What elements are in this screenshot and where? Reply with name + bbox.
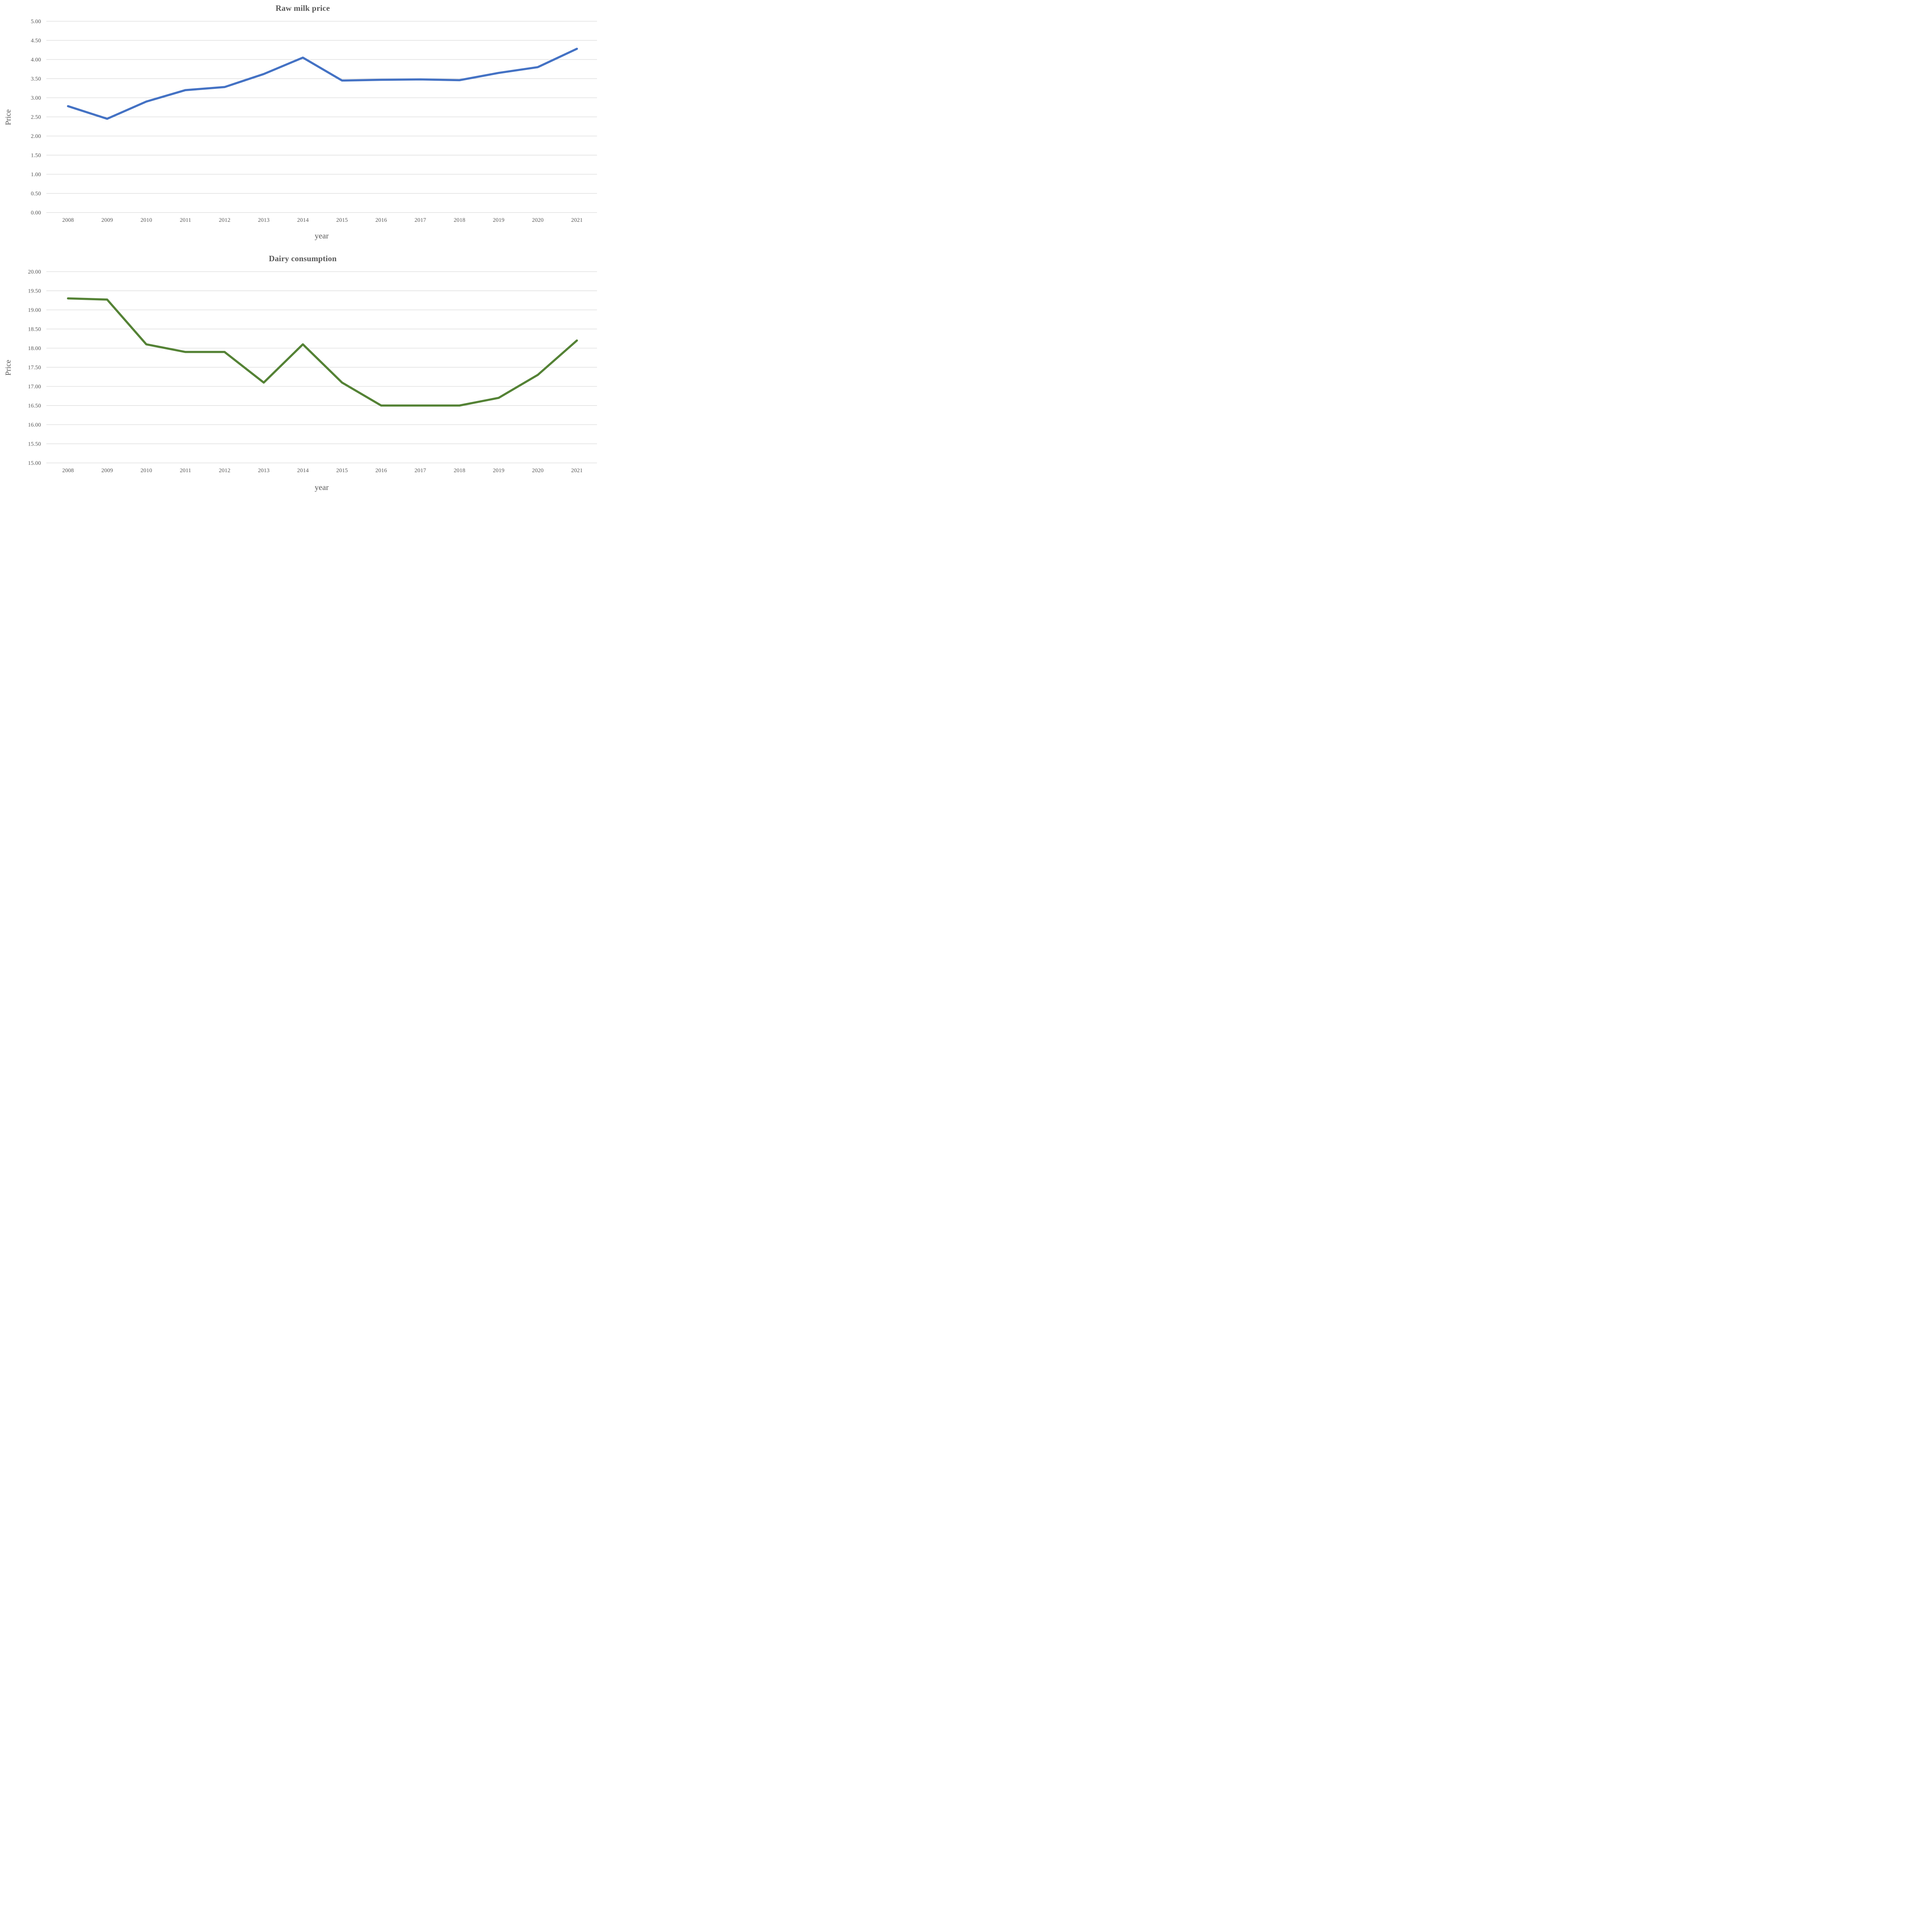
x-tick-label: 2014 xyxy=(297,468,309,474)
x-tick-label: 2016 xyxy=(375,217,387,223)
x-tick-label: 2013 xyxy=(258,468,270,474)
x-tick-label: 2008 xyxy=(62,468,74,474)
y-tick-label: 1.00 xyxy=(31,172,41,178)
y-tick-label: 19.00 xyxy=(28,307,41,313)
y-tick-label: 0.00 xyxy=(31,210,41,216)
x-tick-label: 2009 xyxy=(101,468,113,474)
y-tick-label: 1.50 xyxy=(31,153,41,159)
x-tick-label: 2020 xyxy=(532,217,544,223)
raw-milk-price-chart: Raw milk price Price 5.00 4.50 4.00 3.50 3.0… xyxy=(0,0,605,250)
x-tick-label: 2008 xyxy=(62,217,74,223)
raw-milk-price-chart-canvas: 5.00 4.50 4.00 3.50 3.00 2.50 2.00 1.50 1.00 0.50… xyxy=(31,19,597,223)
x-tick-label: 2013 xyxy=(258,217,270,223)
y-tick-label: 15.50 xyxy=(28,441,41,447)
y-tick-label: 16.00 xyxy=(28,422,41,428)
x-tick-label: 2019 xyxy=(493,217,504,223)
y-tick-label: 19.50 xyxy=(28,288,41,294)
y-tick-label: 2.00 xyxy=(31,133,41,139)
data-line-raw-milk-price xyxy=(67,48,578,120)
x-tick-label: 2015 xyxy=(336,468,348,474)
y-tick-label: 5.00 xyxy=(31,19,41,25)
y-tick-label: 20.00 xyxy=(28,269,41,275)
x-tick-label: 2012 xyxy=(219,217,230,223)
x-tick-label: 2010 xyxy=(141,217,152,223)
x-tick-label: 2014 xyxy=(297,217,309,223)
data-line-dairy-consumption xyxy=(67,297,578,407)
x-tick-label: 2019 xyxy=(493,468,504,474)
x-tick-label: 2015 xyxy=(336,217,348,223)
x-tick-label: 2021 xyxy=(571,468,583,474)
dual-line-chart-page: Raw milk price Price 5.00 4.50 4.00 3.50 3.0… xyxy=(0,0,605,500)
y-tick-label: 18.50 xyxy=(28,327,41,333)
y-tick-label: 17.50 xyxy=(28,365,41,371)
x-tick-label: 2018 xyxy=(454,217,465,223)
y-tick-label: 0.50 xyxy=(31,191,41,197)
y-tick-label: 18.00 xyxy=(28,345,41,352)
dairy-consumption-chart: Dairy consumption Price 20.00 19.50 19.00 1… xyxy=(0,250,605,500)
x-tick-label: 2018 xyxy=(454,468,465,474)
y-tick-label: 2.50 xyxy=(31,114,41,121)
x-tick-label: 2016 xyxy=(375,468,387,474)
x-tick-label: 2021 xyxy=(571,217,583,223)
x-tick-label: 2011 xyxy=(180,217,191,223)
dairy-consumption-chart-canvas: 20.00 19.50 19.00 18.50 18.00 17.50 17.00 16.50… xyxy=(28,269,597,474)
x-tick-label: 2011 xyxy=(180,468,191,474)
x-tick-label: 2020 xyxy=(532,468,544,474)
x-axis-title-year-bottom: year xyxy=(315,483,329,492)
y-tick-label: 16.50 xyxy=(28,403,41,409)
y-tick-label: 4.50 xyxy=(31,38,41,44)
x-tick-label: 2009 xyxy=(101,217,113,223)
x-tick-label: 2017 xyxy=(415,217,427,223)
x-tick-label: 2017 xyxy=(415,468,427,474)
y-tick-label: 4.00 xyxy=(31,57,41,63)
x-tick-label: 2012 xyxy=(219,468,230,474)
y-tick-label: 17.00 xyxy=(28,384,41,390)
x-axis-title-year-top: year xyxy=(315,231,329,240)
chart-title-raw-milk-price: Raw milk price xyxy=(276,3,330,13)
y-tick-label: 15.00 xyxy=(28,460,41,466)
chart-title-dairy-consumption: Dairy consumption xyxy=(269,254,337,263)
y-tick-label: 3.50 xyxy=(31,76,41,82)
x-tick-label: 2010 xyxy=(141,468,152,474)
y-tick-label: 3.00 xyxy=(31,95,41,101)
